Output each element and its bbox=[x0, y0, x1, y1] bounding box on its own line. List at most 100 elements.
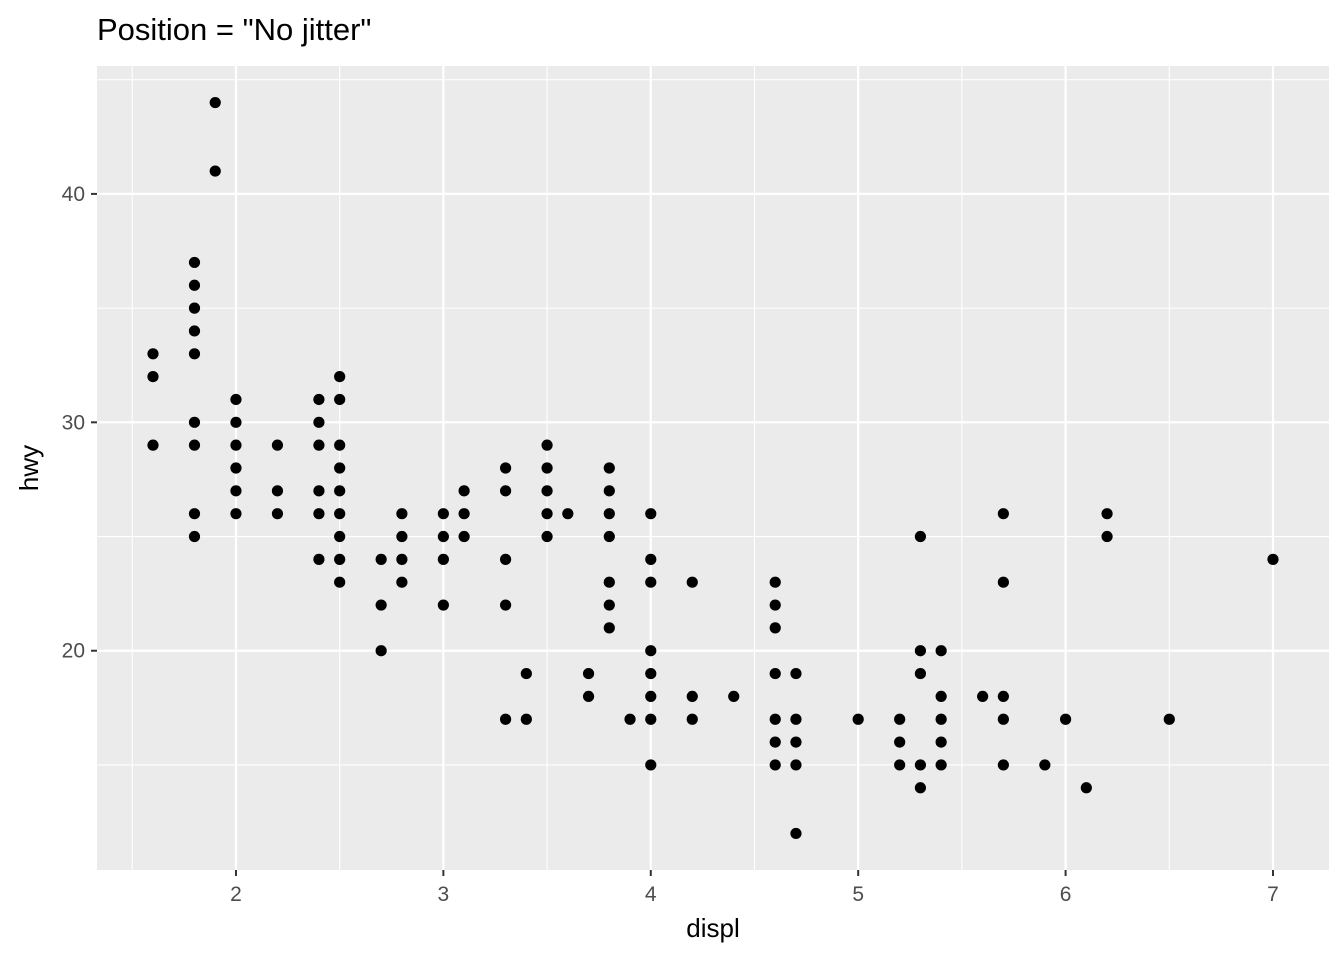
data-point bbox=[188, 325, 201, 337]
data-point bbox=[790, 759, 802, 771]
data-point bbox=[977, 690, 989, 703]
data-point bbox=[396, 553, 408, 565]
data-points bbox=[147, 96, 1279, 840]
data-point bbox=[562, 508, 574, 520]
data-point bbox=[1267, 553, 1279, 565]
data-point bbox=[645, 667, 657, 680]
data-point bbox=[375, 599, 387, 611]
data-point bbox=[769, 599, 781, 611]
data-point bbox=[230, 393, 242, 406]
data-point bbox=[458, 530, 470, 543]
data-point bbox=[686, 576, 698, 588]
data-point bbox=[437, 530, 449, 543]
y-axis-title: hwy bbox=[14, 445, 44, 491]
data-point bbox=[894, 713, 906, 725]
data-point bbox=[188, 279, 201, 291]
data-point bbox=[645, 759, 657, 771]
minor-gridlines bbox=[97, 66, 1329, 870]
data-point bbox=[1080, 782, 1092, 794]
data-point bbox=[209, 165, 221, 177]
data-point bbox=[790, 736, 802, 748]
data-point bbox=[147, 439, 159, 451]
data-point bbox=[437, 508, 449, 520]
data-point bbox=[769, 759, 781, 771]
data-point bbox=[499, 713, 512, 725]
data-point bbox=[645, 553, 657, 565]
data-point bbox=[1039, 759, 1051, 771]
data-point bbox=[645, 690, 657, 703]
data-point bbox=[396, 530, 408, 543]
data-point bbox=[914, 759, 927, 771]
data-point bbox=[375, 645, 387, 657]
data-point bbox=[334, 576, 346, 588]
data-point bbox=[1163, 713, 1175, 725]
x-axis-ticks: 2 3 4 5 6 7 bbox=[230, 870, 1279, 906]
data-point bbox=[894, 736, 906, 748]
data-point bbox=[997, 690, 1009, 703]
data-point bbox=[603, 508, 615, 520]
x-tick-label: 3 bbox=[438, 883, 450, 906]
data-point bbox=[914, 645, 927, 657]
data-point bbox=[334, 530, 346, 543]
data-point bbox=[520, 667, 532, 680]
data-point bbox=[334, 485, 346, 497]
data-point bbox=[230, 485, 242, 497]
data-point bbox=[852, 713, 864, 725]
data-point bbox=[313, 553, 325, 565]
data-point bbox=[790, 827, 802, 840]
y-tick-label: 20 bbox=[62, 640, 85, 663]
data-point bbox=[769, 576, 781, 588]
data-point bbox=[603, 576, 615, 588]
data-point bbox=[645, 576, 657, 588]
data-point bbox=[914, 530, 927, 543]
data-point bbox=[499, 485, 512, 497]
data-point bbox=[147, 371, 159, 383]
data-point bbox=[769, 667, 781, 680]
data-point bbox=[541, 530, 553, 543]
data-point bbox=[437, 553, 449, 565]
data-point bbox=[230, 416, 242, 428]
data-point bbox=[935, 759, 947, 771]
x-tick-label: 4 bbox=[645, 883, 657, 906]
data-point bbox=[334, 462, 346, 474]
data-point bbox=[997, 713, 1009, 725]
data-point bbox=[230, 462, 242, 474]
data-point bbox=[188, 416, 201, 428]
data-point bbox=[334, 508, 346, 520]
y-axis-ticks: 20 30 40 bbox=[62, 183, 97, 663]
plot-panel bbox=[97, 66, 1329, 870]
data-point bbox=[334, 553, 346, 565]
data-point bbox=[313, 416, 325, 428]
data-point bbox=[645, 713, 657, 725]
data-point bbox=[209, 96, 221, 109]
data-point bbox=[603, 530, 615, 543]
data-point bbox=[334, 439, 346, 451]
x-axis-title: displ bbox=[686, 913, 739, 943]
data-point bbox=[997, 508, 1009, 520]
data-point bbox=[188, 348, 201, 360]
data-point bbox=[894, 759, 906, 771]
data-point bbox=[790, 713, 802, 725]
data-point bbox=[603, 599, 615, 611]
data-point bbox=[1101, 508, 1113, 520]
data-point bbox=[935, 713, 947, 725]
data-point bbox=[147, 348, 159, 360]
data-point bbox=[997, 576, 1009, 588]
data-point bbox=[271, 508, 284, 520]
data-point bbox=[271, 439, 284, 451]
x-tick-label: 2 bbox=[230, 883, 242, 906]
data-point bbox=[458, 508, 470, 520]
data-point bbox=[686, 713, 698, 725]
data-point bbox=[541, 485, 553, 497]
data-point bbox=[520, 713, 532, 725]
y-tick-label: 30 bbox=[62, 411, 85, 434]
data-point bbox=[230, 439, 242, 451]
data-point bbox=[645, 645, 657, 657]
data-point bbox=[686, 690, 698, 703]
data-point bbox=[271, 485, 284, 497]
data-point bbox=[334, 371, 346, 383]
data-point bbox=[645, 508, 657, 520]
data-point bbox=[769, 713, 781, 725]
data-point bbox=[582, 667, 595, 680]
